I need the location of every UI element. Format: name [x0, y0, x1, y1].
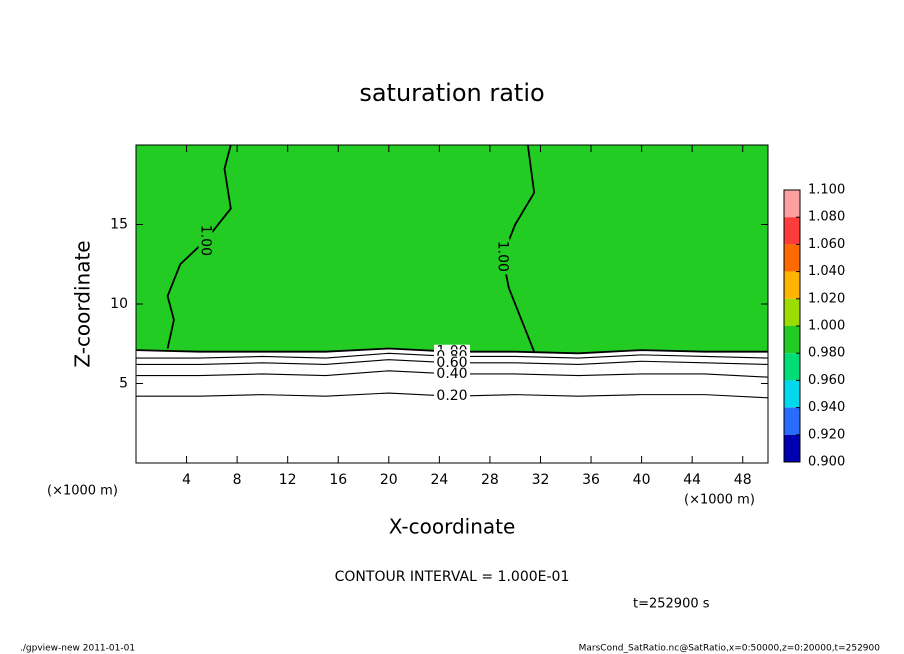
x-tick-label: 28	[481, 472, 499, 488]
colorbar-band	[784, 407, 800, 435]
colorbar-tick-label: 0.980	[808, 346, 845, 361]
x-unit: (×1000 m)	[684, 493, 755, 508]
colorbar-tick-label: 1.000	[808, 319, 845, 334]
colorbar-tick-label: 1.080	[808, 210, 845, 225]
colorbar-tick-label: 1.060	[808, 237, 845, 252]
colorbar-tick-label: 0.940	[808, 400, 845, 415]
x-tick-label: 48	[734, 472, 752, 488]
y-tick-label: 15	[110, 217, 128, 233]
footer-right: MarsCond_SatRatio.nc@SatRatio,x=0:50000,…	[579, 644, 881, 654]
colorbar-band	[784, 271, 800, 299]
colorbar-band	[784, 380, 800, 408]
colorbar-band	[784, 353, 800, 381]
x-tick-label: 16	[329, 472, 347, 488]
contour-label-bg	[495, 238, 510, 275]
colorbar-band	[784, 217, 800, 245]
colorbar-band	[784, 434, 800, 462]
y-axis-label: Z-coordinate	[71, 240, 95, 367]
contour-label-bg	[434, 366, 470, 381]
contour-label: 0.60	[436, 355, 467, 371]
colorbar-band	[784, 298, 800, 326]
colorbar-tick-label: 0.960	[808, 373, 845, 388]
y-tick-label: 5	[119, 376, 128, 392]
colorbar-tick-label: 0.900	[808, 455, 845, 470]
x-axis-label: X-coordinate	[389, 515, 516, 539]
y-tick-label: 10	[110, 296, 128, 312]
x-tick-label: 20	[380, 472, 398, 488]
contour-label: 0.20	[436, 388, 467, 404]
contour-label-bg	[434, 389, 470, 404]
contour-label: 1.00	[495, 241, 511, 272]
x-tick-label: 32	[532, 472, 550, 488]
contour-label: 1.00	[198, 225, 214, 256]
colorbar-tick-label: 1.040	[808, 264, 845, 279]
time-label: t=252900 s	[633, 597, 710, 612]
chart-title: saturation ratio	[359, 79, 544, 107]
contour-label-bg	[198, 222, 213, 259]
colorbar-band	[784, 326, 800, 354]
contour-label-bg	[434, 355, 470, 370]
y-unit: (×1000 m)	[47, 484, 118, 499]
contour-label: 0.40	[436, 366, 467, 382]
x-tick-label: 4	[182, 472, 191, 488]
colorbar-band	[784, 190, 800, 218]
x-tick-label: 40	[633, 472, 651, 488]
x-tick-label: 12	[279, 472, 297, 488]
x-tick-label: 8	[233, 472, 242, 488]
x-tick-label: 24	[430, 472, 448, 488]
contour-note: CONTOUR INTERVAL = 1.000E-01	[335, 569, 570, 585]
contour-line	[166, 144, 232, 349]
saturated-region	[136, 145, 768, 354]
x-tick-label: 44	[683, 472, 701, 488]
x-tick-label: 36	[582, 472, 600, 488]
colorbar-tick-label: 0.920	[808, 427, 845, 442]
colorbar-tick-label: 1.100	[808, 183, 845, 198]
colorbar-tick-label: 1.020	[808, 291, 845, 306]
footer-left: ./gpview-new 2011-01-01	[20, 644, 135, 654]
colorbar-band	[784, 244, 800, 272]
